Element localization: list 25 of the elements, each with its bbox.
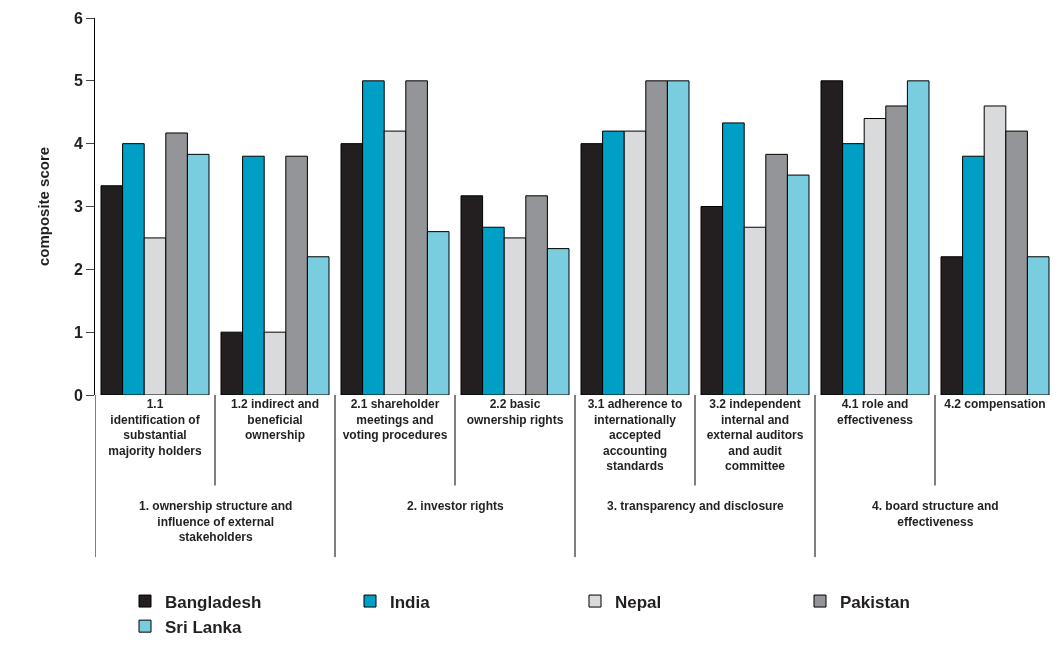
text: 4. board structure and effectiveness	[872, 499, 999, 529]
y-tick-label: 2	[73, 260, 83, 278]
x-tick-label: 3.2 independent internal and external auditors and audit committee	[706, 397, 804, 474]
x-tick-label: 1.1 identification of substantial majority holders	[108, 397, 202, 458]
y-axis-title: composite score	[35, 146, 53, 267]
x-tick-label: 4.2 compensation	[944, 397, 1046, 411]
legend-label: India	[390, 592, 431, 612]
text: 1. ownership structure and influence of external stakeholders	[139, 499, 293, 545]
x-tick-label: 4.1 role and effectiveness	[836, 397, 914, 427]
y-tick-label: 3	[73, 198, 83, 216]
y-tick-label: 6	[73, 9, 83, 27]
text: 3. transparency and disclosure	[607, 499, 785, 513]
legend-label: Nepal	[615, 592, 662, 612]
y-tick-label: 1	[73, 323, 83, 341]
legend-label: Bangladesh	[165, 592, 262, 612]
text: 2. investor rights	[407, 499, 505, 513]
legend-label: Pakistan	[840, 592, 910, 612]
x-tick-label: 2.2 basic ownership rights	[466, 397, 564, 427]
x-tick-label: 3.1 adherence to internationally accepted accounting standards	[587, 397, 683, 474]
x-tick-label: 1.2 indirect and beneficial ownership	[230, 397, 320, 443]
y-tick-label: 0	[73, 386, 83, 404]
y-tick-label: 4	[73, 135, 83, 153]
y-tick-label: 5	[73, 72, 83, 90]
x-tick-label: 2.1 shareholder meetings and voting procedures	[342, 397, 448, 443]
legend-label: Sri Lanka	[165, 617, 243, 637]
